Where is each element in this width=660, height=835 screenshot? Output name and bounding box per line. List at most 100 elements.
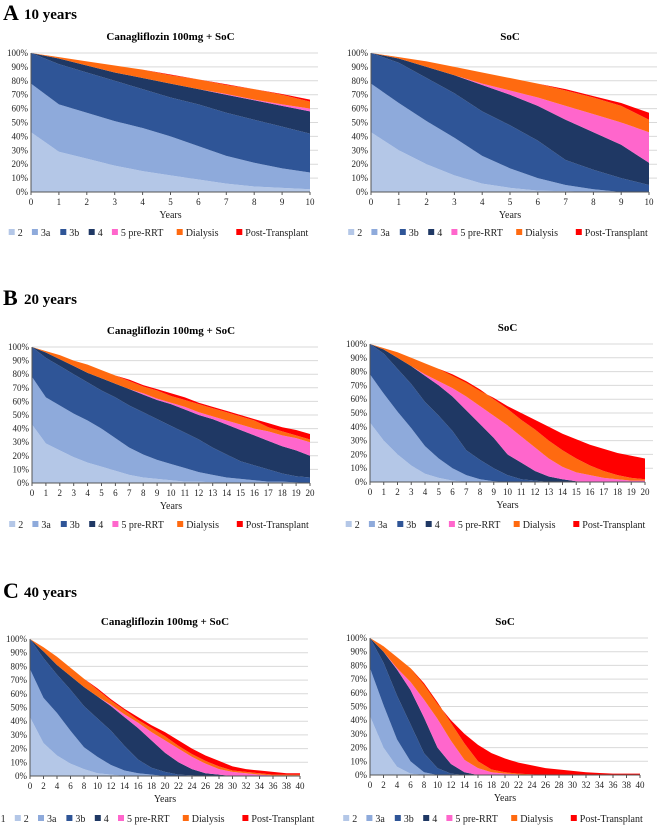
chart-title: Canagliflozin 100mg + SoC: [107, 325, 235, 337]
x-tick-label: 38: [282, 781, 292, 791]
legend-item: 3b: [394, 814, 414, 825]
x-tick-label: 9: [280, 197, 285, 207]
legend-label: Post-Transplant: [580, 814, 643, 825]
legend: 2 3a 3b 4 5 pre-RRT Dialysis Post-Transplant: [348, 228, 648, 239]
area-dialysis: [32, 347, 310, 443]
x-tick-label: 1: [57, 197, 62, 207]
legend-swatch: [60, 229, 67, 235]
legend-swatch: [88, 229, 95, 235]
x-tick-label: 5: [437, 487, 442, 497]
legend-label: Dialysis: [192, 814, 225, 825]
x-tick-label: 16: [474, 780, 484, 790]
legend-swatch: [423, 815, 430, 821]
y-tick-label: 70%: [13, 383, 30, 393]
y-tick-label: 10%: [351, 463, 368, 473]
legend-label: 3a: [41, 520, 51, 531]
x-tick-label: 7: [464, 487, 469, 497]
legend-item: 2: [343, 814, 357, 825]
area-post-transplant: [32, 347, 310, 440]
legend-item: 4: [94, 814, 109, 825]
area-2: [32, 424, 310, 483]
legend-item: 3b: [60, 520, 80, 531]
y-tick-label: 100%: [6, 634, 28, 644]
x-tick-label: 12: [107, 781, 116, 791]
x-tick-label: 9: [492, 487, 497, 497]
legend-swatch: [118, 815, 124, 821]
legend-label: Post-Transplant: [246, 520, 309, 531]
x-tick-label: 16: [134, 781, 144, 791]
legend-item: Post-Transplant: [570, 814, 643, 825]
x-tick-label: 2: [58, 488, 63, 498]
legend-label: 4: [435, 520, 440, 531]
x-tick-label: 30: [228, 781, 238, 791]
legend-swatch: [38, 815, 44, 821]
area-5-pre-rrt: [370, 638, 640, 775]
legend-item: Dialysis: [513, 520, 556, 531]
legend-item: 3a: [371, 228, 390, 239]
y-tick-label: 10%: [351, 756, 368, 766]
panel-header-b: B 20 years: [3, 285, 77, 310]
x-tick-label: 16: [250, 488, 260, 498]
x-tick-label: 10: [167, 488, 177, 498]
y-tick-label: 70%: [11, 675, 28, 685]
x-tick-label: 6: [536, 197, 541, 207]
legend-swatch: [425, 521, 432, 527]
legend-label: Post-Transplant: [582, 520, 645, 531]
legend-swatch: [112, 521, 119, 527]
x-tick-label: 4: [55, 781, 60, 791]
x-tick-label: 8: [141, 488, 146, 498]
y-tick-label: 100%: [347, 48, 369, 58]
legend-swatch: [32, 521, 39, 527]
legend-item: 2: [14, 814, 29, 825]
legend-label: 3a: [41, 228, 51, 239]
x-tick-label: 40: [296, 781, 306, 791]
legend: 2 3a 3b 4 5 pre-RRT Dialysis Post-Transplant: [8, 228, 308, 239]
area-5-pre-rrt: [31, 53, 310, 112]
x-tick-label: 34: [255, 781, 265, 791]
x-tick-label: 32: [242, 781, 251, 791]
y-tick-label: 0%: [355, 477, 368, 487]
legend-swatch: [176, 229, 183, 235]
legend-swatch: [345, 521, 352, 527]
legend-label: 4: [98, 520, 103, 531]
y-tick-label: 100%: [346, 339, 368, 349]
y-tick-label: 30%: [13, 437, 30, 447]
y-tick-label: 20%: [351, 743, 368, 753]
x-tick-label: 1: [44, 488, 49, 498]
legend-item: 4: [423, 814, 437, 825]
area-3b: [371, 53, 649, 192]
legend-label: Dialysis: [186, 228, 219, 239]
legend-swatch: [9, 521, 16, 527]
y-tick-label: 50%: [12, 118, 29, 128]
chart-1: Canagliflozin 100mg + SoC 0% 10% 20% 30% 40% 5…: [7, 31, 318, 239]
y-tick-label: 50%: [352, 118, 369, 128]
x-tick-label: 10: [645, 197, 655, 207]
x-tick-label: 6: [113, 488, 118, 498]
legend-swatch: [66, 815, 73, 821]
panel-letter: A: [3, 0, 19, 25]
chart-title: SoC: [495, 616, 515, 628]
y-tick-label: 20%: [12, 159, 29, 169]
y-tick-label: 30%: [11, 730, 28, 740]
chart-3: Canagliflozin 100mg + SoC 0% 10% 20% 30% 40% 5…: [8, 325, 318, 531]
legend-swatch: [89, 521, 96, 527]
x-tick-label: 28: [555, 780, 565, 790]
x-tick-label: 6: [196, 197, 201, 207]
legend-item: 2: [9, 520, 23, 531]
x-tick-label: 0: [30, 488, 35, 498]
x-tick-label: 5: [168, 197, 173, 207]
legend: 2 3a 3b 4 5 pre-RRT Dialysis Post-Transplant: [345, 520, 645, 531]
chart-title: Canagliflozin 100mg + SoC: [106, 31, 234, 43]
x-tick-label: 17: [599, 487, 609, 497]
x-tick-label: 6: [408, 780, 413, 790]
legend-item: 5 pre-RRT: [446, 814, 498, 825]
x-tick-label: 10: [503, 487, 513, 497]
y-tick-label: 60%: [13, 396, 30, 406]
x-tick-label: 9: [619, 197, 624, 207]
x-tick-label: 6: [450, 487, 455, 497]
panel-header-c: C 40 years: [3, 578, 77, 603]
legend-item: 5 pre-RRT: [112, 520, 164, 531]
legend-swatch: [446, 815, 453, 821]
y-tick-label: 70%: [351, 380, 368, 390]
